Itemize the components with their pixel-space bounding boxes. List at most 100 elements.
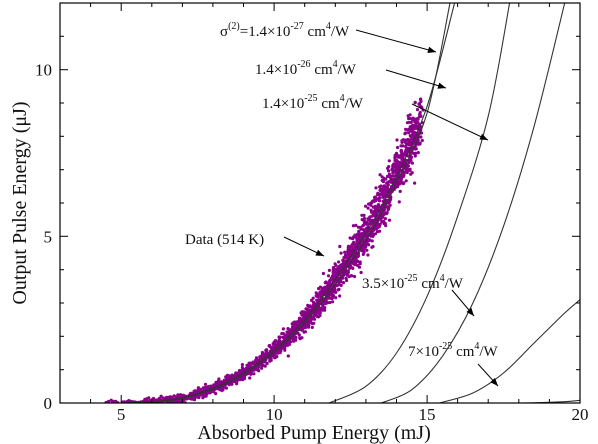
data-point	[265, 351, 269, 355]
data-point	[321, 271, 325, 276]
data-point	[338, 294, 342, 298]
data-point	[315, 315, 320, 319]
data-point	[387, 159, 391, 163]
data-point	[333, 270, 337, 274]
data-point	[404, 131, 408, 135]
data-point	[302, 330, 306, 334]
data-point	[396, 154, 400, 158]
fit-curve-5	[439, 299, 580, 403]
data-point	[398, 189, 402, 193]
data-point	[334, 296, 338, 300]
data-point	[258, 356, 262, 360]
data-point	[403, 140, 407, 144]
annotation-superscript: 4	[474, 341, 479, 352]
data-point	[393, 165, 397, 169]
data-point	[350, 248, 354, 252]
data-point	[243, 367, 247, 371]
annotation-superscript: (2)	[228, 21, 240, 32]
data-point	[366, 253, 370, 257]
data-point	[347, 274, 351, 279]
y-tick-label: 0	[44, 394, 53, 413]
data-point	[311, 300, 316, 304]
data-point	[315, 309, 320, 313]
data-point	[403, 170, 407, 174]
fit-curve-4	[380, 3, 566, 403]
data-point	[297, 316, 302, 320]
data-point	[283, 346, 287, 350]
fit-curve-1	[121, 3, 456, 403]
data-point	[380, 192, 384, 196]
x-axis-label: Absorbed Pump Energy (mJ)	[197, 422, 431, 444]
data-point	[404, 179, 408, 183]
data-point	[396, 145, 400, 150]
data-point	[344, 276, 348, 280]
annotation-arrow-line	[355, 29, 437, 53]
data-point	[309, 305, 313, 309]
data-point	[337, 260, 341, 264]
data-point	[351, 224, 355, 228]
data-point	[201, 386, 205, 390]
data-point	[374, 209, 378, 213]
annotation-arrowhead	[466, 307, 474, 316]
annotation-arrowhead	[427, 46, 436, 53]
data-point	[199, 387, 203, 391]
data-point	[384, 190, 388, 194]
x-tick-label: 20	[572, 405, 589, 424]
data-point	[372, 199, 376, 203]
data-point	[375, 230, 380, 234]
data-point	[413, 101, 417, 105]
data-point	[342, 259, 346, 263]
data-point	[323, 281, 327, 285]
data-point	[240, 378, 245, 382]
data-point	[361, 249, 365, 253]
data-point	[366, 206, 370, 210]
data-point	[326, 284, 330, 288]
data-point	[415, 108, 420, 112]
data-point	[322, 286, 326, 290]
data-point	[391, 174, 395, 178]
data-point	[351, 237, 355, 241]
annotation-arrowhead	[479, 133, 488, 140]
data-point	[415, 124, 419, 128]
data-point	[290, 322, 294, 326]
data-point	[151, 396, 156, 401]
data-point	[148, 398, 152, 402]
data-point	[300, 328, 304, 332]
data-point	[234, 372, 238, 376]
data-point	[290, 327, 294, 331]
data-point	[237, 369, 241, 373]
data-point	[404, 127, 408, 131]
data-point	[331, 278, 335, 282]
y-axis-label: Output Pulse Energy (μJ)	[9, 101, 31, 304]
data-point	[143, 397, 147, 401]
data-point	[409, 172, 413, 176]
data-point	[377, 198, 381, 203]
data-point	[371, 234, 375, 238]
data-point	[352, 274, 357, 279]
data-point	[401, 144, 405, 148]
annotation-superscript: -25	[304, 93, 317, 104]
data-point	[269, 358, 273, 362]
data-point	[341, 281, 346, 285]
data-point	[369, 208, 373, 212]
data-point	[354, 223, 358, 227]
data-point	[376, 203, 380, 207]
data-point	[318, 311, 322, 315]
annotation-superscript: -25	[439, 341, 452, 352]
data-point	[361, 228, 365, 232]
data-point	[362, 216, 367, 221]
data-point	[277, 335, 281, 339]
data-point	[371, 232, 375, 236]
x-tick-label: 15	[419, 405, 436, 424]
data-point	[406, 114, 410, 118]
annotation-label-6: 7×10-25 cm4/W	[408, 341, 499, 360]
data-point	[391, 166, 395, 170]
data-point	[378, 185, 382, 189]
data-point	[378, 188, 382, 192]
data-point	[364, 204, 368, 208]
annotation-text: cm	[318, 96, 340, 112]
data-point	[419, 135, 423, 139]
data-point	[107, 399, 111, 403]
data-point	[277, 349, 281, 353]
